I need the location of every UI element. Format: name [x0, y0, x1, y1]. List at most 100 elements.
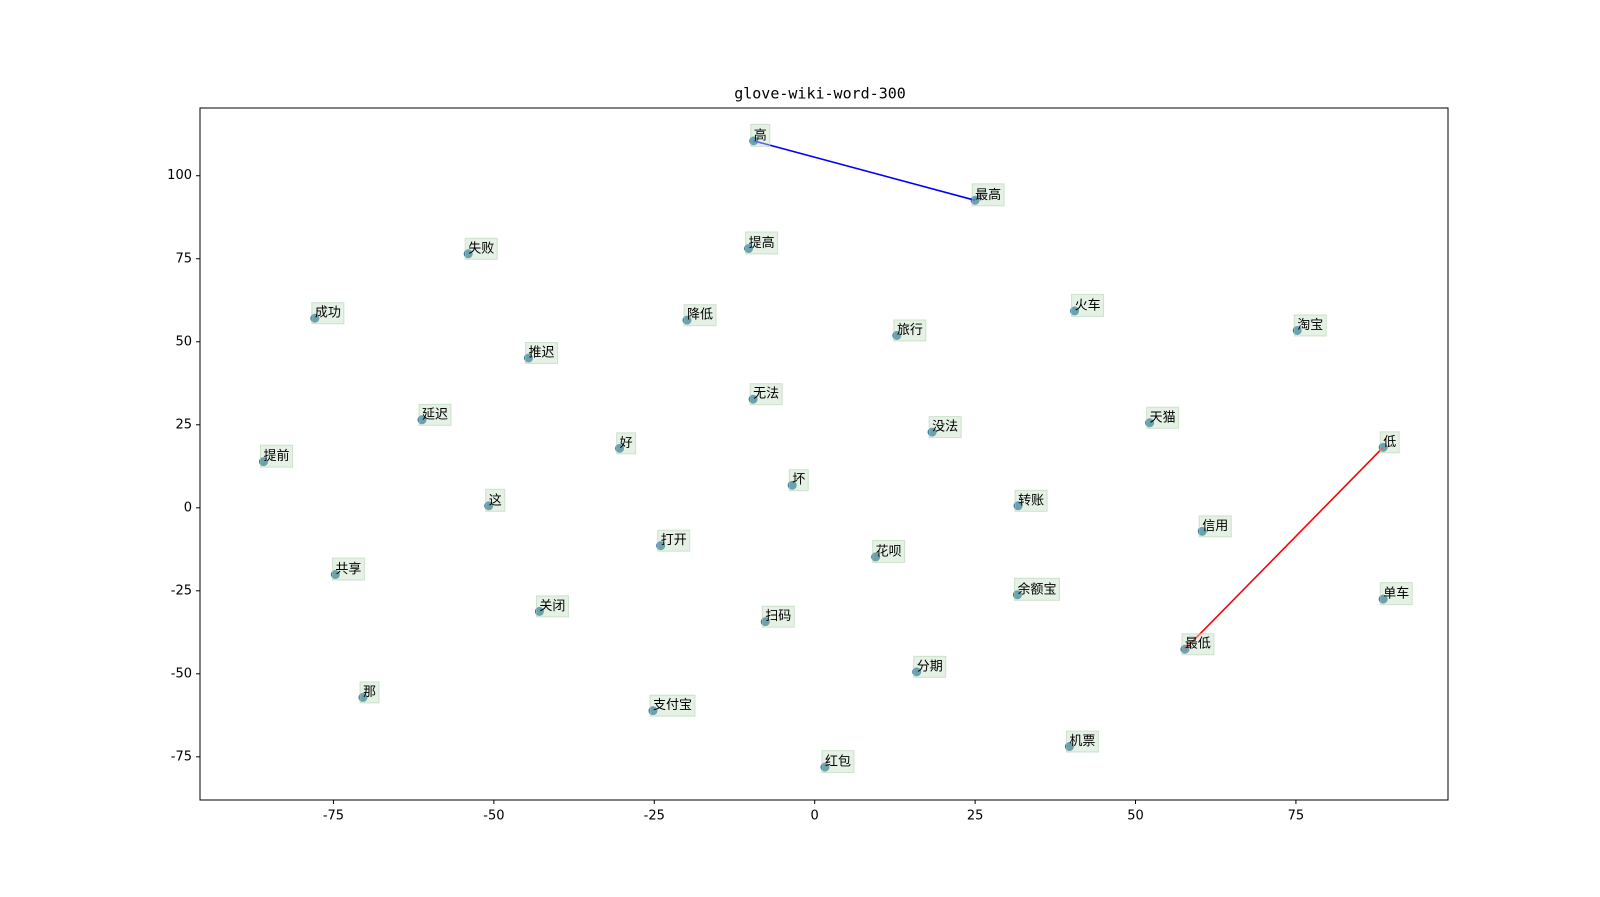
label-box — [821, 750, 855, 774]
label-box — [749, 383, 783, 406]
point-label: 旅行 — [897, 323, 923, 338]
point-label: 关闭 — [539, 599, 565, 614]
label-box — [788, 469, 809, 492]
point — [358, 692, 368, 702]
x-tick-label: 75 — [1288, 809, 1305, 824]
point — [748, 394, 758, 404]
label-box — [311, 302, 345, 325]
point-label: 支付宝 — [653, 698, 692, 713]
point-label: 延迟 — [422, 407, 448, 422]
point — [1145, 418, 1155, 428]
label-box — [1013, 577, 1060, 601]
label-box — [872, 539, 906, 563]
point — [648, 706, 658, 716]
point-label: 这 — [489, 492, 502, 508]
point — [534, 606, 544, 616]
point — [484, 501, 494, 511]
label-box — [1181, 633, 1215, 656]
point — [615, 443, 625, 453]
point — [1012, 590, 1022, 600]
point-label: 火车 — [1075, 297, 1101, 313]
point — [820, 762, 830, 772]
point — [912, 667, 922, 677]
label-box — [750, 123, 771, 147]
label-box — [260, 444, 294, 468]
point — [259, 457, 269, 467]
label-box — [525, 342, 559, 365]
point-label: 好 — [620, 436, 633, 451]
x-tick-label: 50 — [1127, 809, 1144, 824]
label-box — [1065, 730, 1099, 753]
point — [524, 353, 534, 363]
point-label: 坏 — [792, 473, 805, 488]
y-tick-label: -75 — [171, 749, 192, 764]
point-label: 那 — [363, 685, 376, 700]
point-label: 转账 — [1018, 493, 1044, 508]
point — [927, 427, 937, 437]
link-line — [1184, 446, 1384, 650]
point — [1378, 594, 1388, 604]
x-tick-label: -50 — [483, 809, 504, 824]
point-label: 提高 — [749, 235, 775, 251]
y-tick-label: 0 — [184, 500, 192, 515]
label-box — [1014, 489, 1048, 512]
point — [1064, 742, 1074, 752]
point-label: 信用 — [1202, 519, 1228, 534]
point-label: 天猫 — [1150, 410, 1176, 425]
label-box — [971, 183, 1005, 207]
label-box — [893, 319, 927, 342]
point — [871, 552, 881, 562]
y-tick-label: -25 — [171, 583, 192, 598]
point-label: 余额宝 — [1017, 581, 1056, 597]
label-box — [464, 237, 498, 260]
point-label: 扫码 — [765, 609, 791, 624]
label-box — [485, 488, 506, 512]
point-label: 降低 — [687, 308, 713, 323]
point — [682, 315, 692, 325]
point-label: 失败 — [468, 241, 494, 256]
point — [1292, 325, 1302, 335]
y-tick-label: -50 — [171, 666, 192, 681]
point-label: 没法 — [932, 420, 958, 435]
point-label: 成功 — [315, 306, 341, 321]
point-label: 无法 — [753, 387, 779, 402]
plot-area — [199, 107, 1449, 801]
label-box — [657, 529, 691, 552]
point — [744, 243, 754, 253]
label-box — [1071, 293, 1105, 317]
point-label: 提前 — [264, 448, 290, 464]
point — [760, 617, 770, 627]
label-box — [1379, 582, 1413, 606]
label-box — [616, 432, 637, 455]
label-box — [1293, 314, 1327, 337]
x-tick-label: 0 — [811, 809, 819, 824]
point-label: 机票 — [1069, 734, 1095, 749]
point — [1197, 526, 1207, 536]
label-box — [1198, 515, 1232, 538]
point-label: 花呗 — [876, 543, 902, 559]
point — [787, 480, 797, 490]
label-box — [418, 403, 452, 426]
label-box — [745, 231, 779, 255]
point — [330, 570, 340, 580]
point-label: 分期 — [917, 659, 943, 674]
y-tick-label: 100 — [167, 168, 192, 183]
x-tick-label: -25 — [644, 809, 665, 824]
label-box — [535, 595, 569, 618]
label-box — [331, 557, 365, 581]
y-tick-label: 50 — [175, 334, 192, 349]
label-box — [1379, 431, 1400, 454]
point-label: 打开 — [661, 533, 687, 548]
label-box — [649, 694, 696, 717]
point-label: 最低 — [1185, 637, 1211, 652]
point-label: 淘宝 — [1297, 318, 1323, 333]
point — [417, 415, 427, 425]
label-box — [683, 304, 717, 327]
point-label: 单车 — [1383, 586, 1409, 602]
point — [463, 249, 473, 259]
label-box — [913, 655, 947, 678]
chart-title: glove-wiki-word-300 — [734, 85, 906, 103]
point-label: 最高 — [975, 187, 1001, 203]
